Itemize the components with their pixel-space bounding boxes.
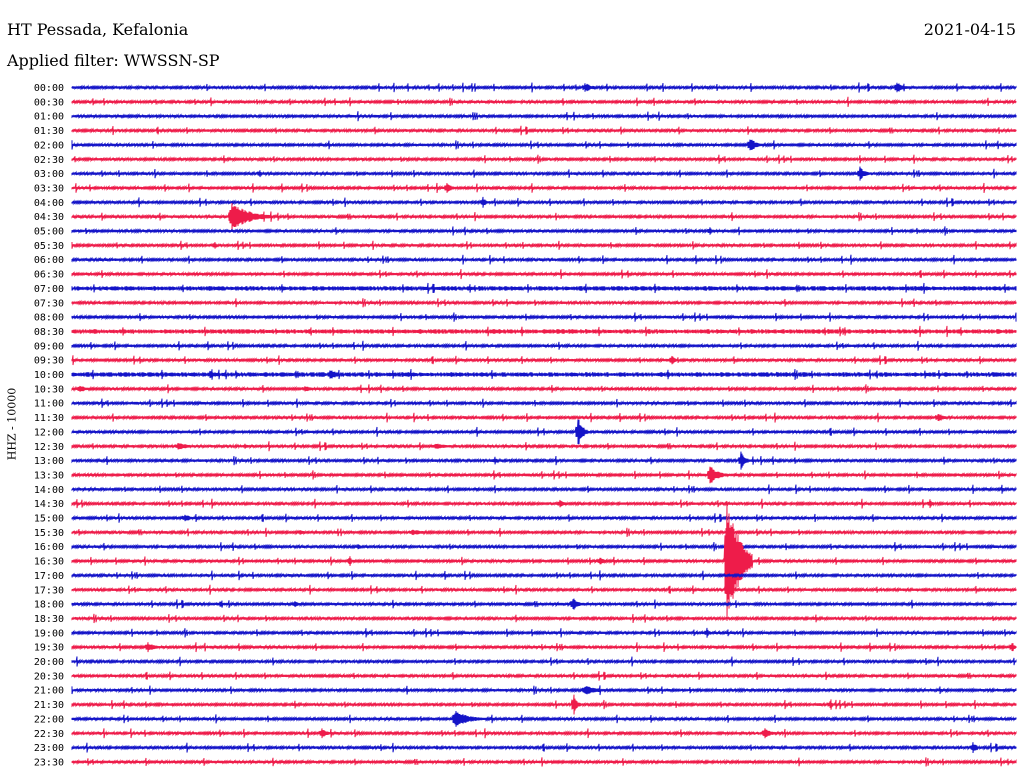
- time-label: 18:00: [34, 600, 64, 611]
- time-label: 08:00: [34, 313, 64, 324]
- seismic-trace: [71, 570, 1017, 581]
- time-label: 19:30: [34, 643, 64, 654]
- time-label: 23:00: [34, 743, 64, 754]
- time-label: 16:00: [34, 542, 64, 553]
- time-label: 03:00: [34, 169, 64, 180]
- time-label: 23:30: [34, 757, 64, 768]
- time-label: 00:30: [34, 97, 64, 108]
- time-label: 08:30: [34, 327, 64, 338]
- time-label: 01:00: [34, 112, 64, 123]
- time-label: 19:00: [34, 628, 64, 639]
- time-label: 13:00: [34, 456, 64, 467]
- time-label: 12:30: [34, 442, 64, 453]
- time-label: 06:00: [34, 255, 64, 266]
- seismic-trace: [71, 203, 1017, 231]
- seismic-trace: [71, 355, 1017, 366]
- seismic-trace: [71, 325, 1017, 338]
- seismic-trace: [71, 742, 1017, 754]
- time-label: 17:30: [34, 585, 64, 596]
- time-label: 20:30: [34, 671, 64, 682]
- seismic-trace: [71, 513, 1017, 523]
- time-label: 11:00: [34, 399, 64, 410]
- seismic-trace: [71, 282, 1017, 294]
- time-label: 21:30: [34, 700, 64, 711]
- time-label: 06:30: [34, 270, 64, 281]
- time-label: 15:00: [34, 514, 64, 525]
- time-label: 10:30: [34, 384, 64, 395]
- time-label: 15:30: [34, 528, 64, 539]
- time-label: 05:30: [34, 241, 64, 252]
- time-label: 22:30: [34, 729, 64, 740]
- time-label: 22:00: [34, 714, 64, 725]
- seismic-trace: [71, 369, 1017, 380]
- time-label: 03:30: [34, 183, 64, 194]
- time-label: 02:00: [34, 140, 64, 151]
- seismic-trace: [71, 412, 1017, 423]
- time-label: 07:30: [34, 298, 64, 309]
- time-label: 13:30: [34, 470, 64, 481]
- filter-label: Applied filter: WWSSN-SP: [7, 51, 220, 70]
- time-label: 14:30: [34, 499, 64, 510]
- time-label: 04:00: [34, 198, 64, 209]
- time-label: 00:00: [34, 83, 64, 94]
- seismic-trace: [71, 312, 1017, 322]
- time-label: 14:00: [34, 485, 64, 496]
- time-label: 21:00: [34, 686, 64, 697]
- time-label: 01:30: [34, 126, 64, 137]
- time-label: 09:00: [34, 341, 64, 352]
- time-label: 07:00: [34, 284, 64, 295]
- seismic-trace: [71, 484, 1017, 495]
- time-label: 02:30: [34, 155, 64, 166]
- time-label: 20:00: [34, 657, 64, 668]
- time-label: 16:30: [34, 557, 64, 568]
- time-label: 05:00: [34, 227, 64, 238]
- time-label: 11:30: [34, 413, 64, 424]
- time-label: 17:00: [34, 571, 64, 582]
- time-label: 09:30: [34, 356, 64, 367]
- time-label: 04:30: [34, 212, 64, 223]
- date-label: 2021-04-15: [923, 20, 1016, 39]
- time-label: 18:30: [34, 614, 64, 625]
- time-label: 10:00: [34, 370, 64, 381]
- time-label: 12:00: [34, 427, 64, 438]
- station-title: HT Pessada, Kefalonia: [7, 20, 189, 39]
